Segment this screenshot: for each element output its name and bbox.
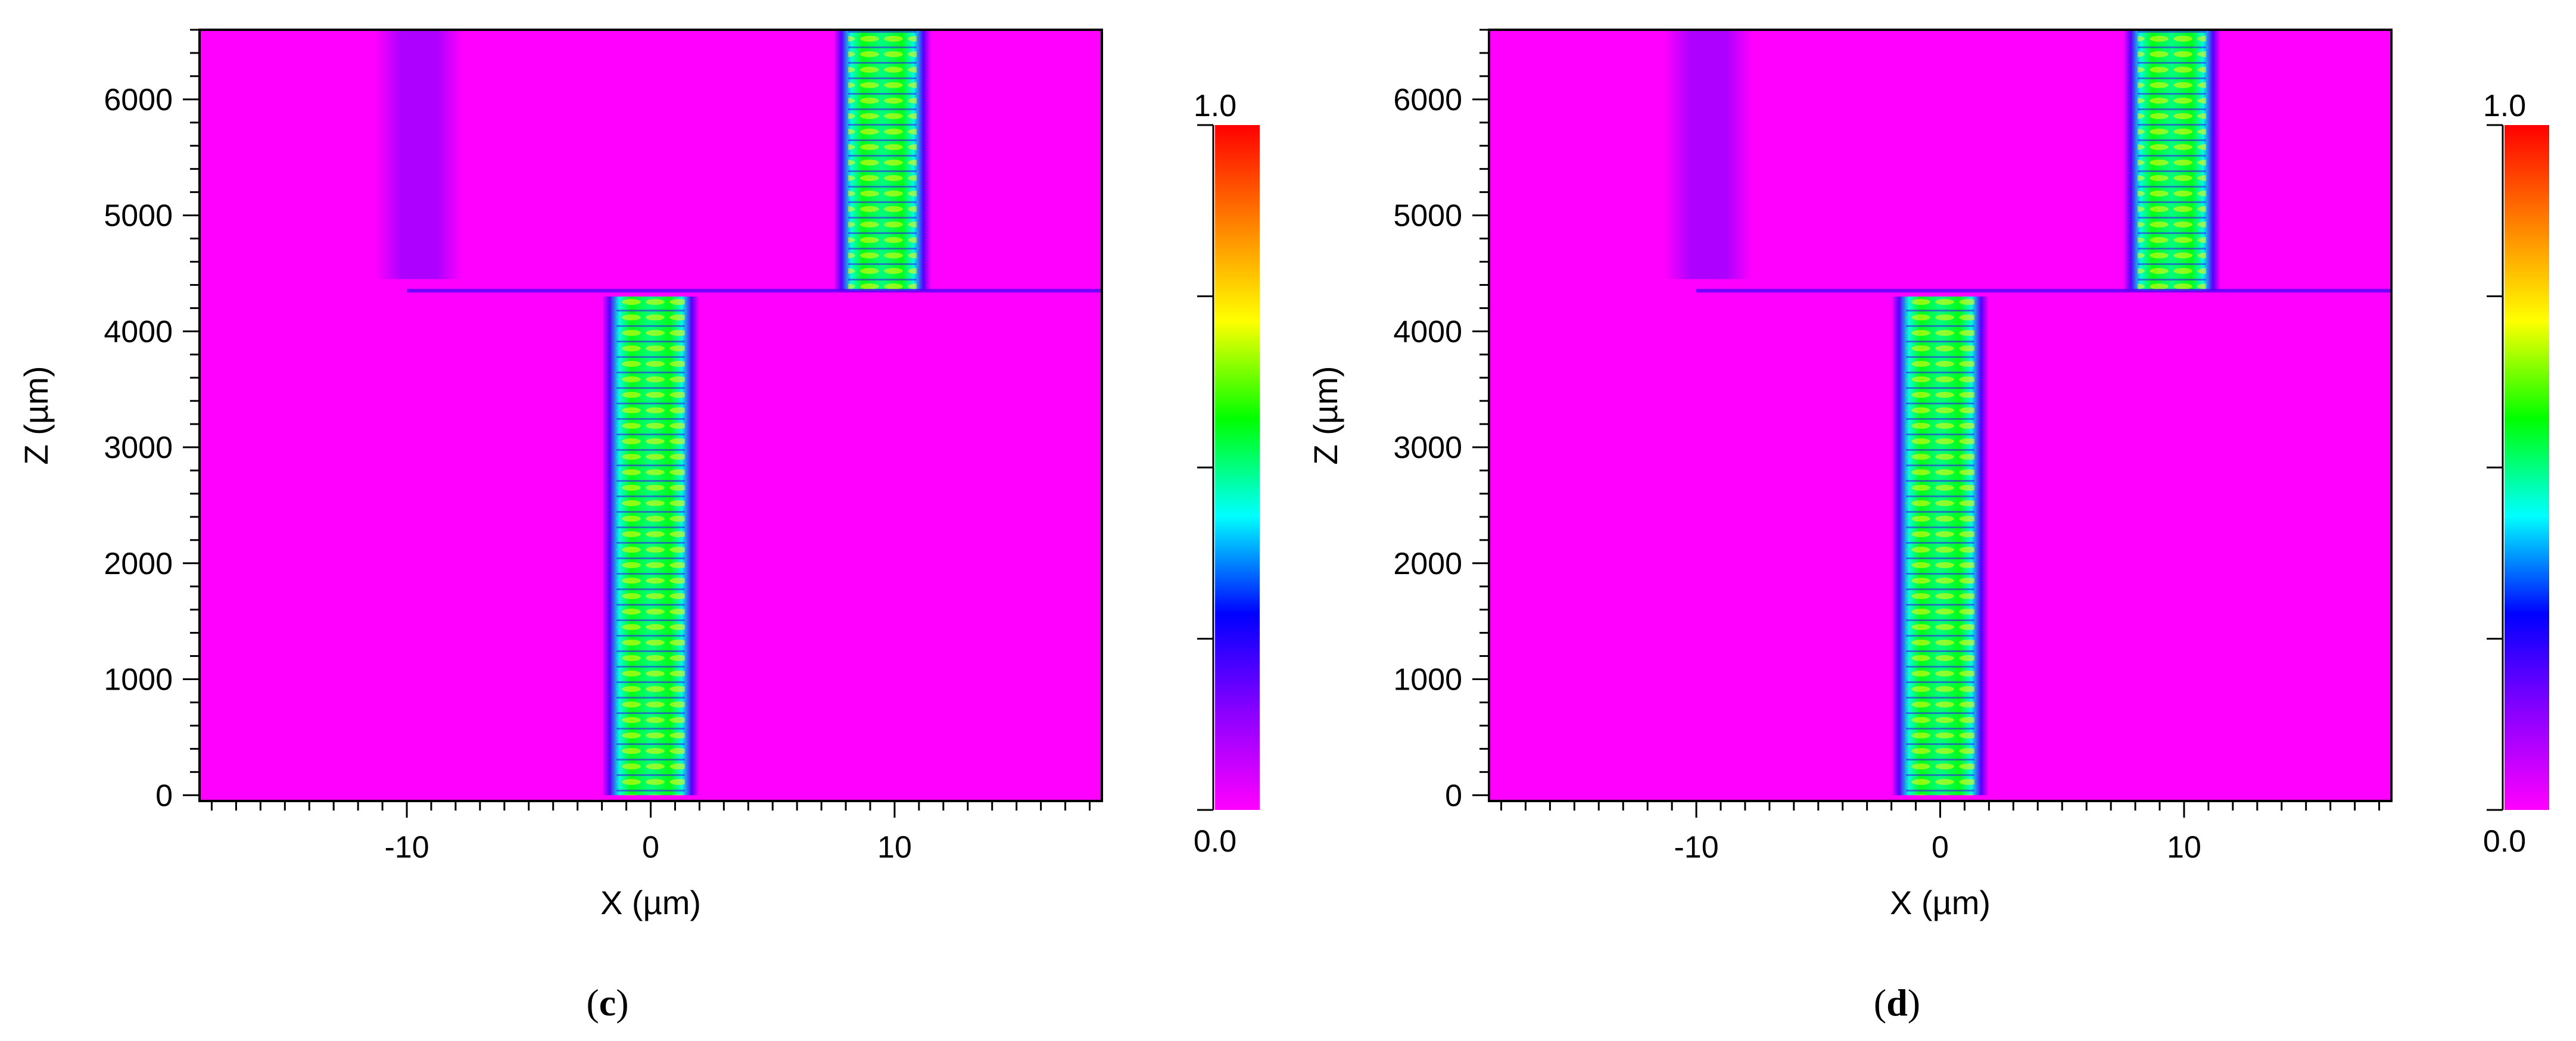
y-tick-label: 2000 xyxy=(1393,547,1462,581)
output-waveguide-beam-ripple xyxy=(2138,30,2206,291)
x-tick-label: -10 xyxy=(384,830,429,865)
x-axis-label: X (µm) xyxy=(1890,884,1991,921)
colorbar xyxy=(1215,125,1260,810)
y-tick-label: 4000 xyxy=(104,314,173,349)
x-tick-label: -10 xyxy=(1674,830,1718,865)
y-tick-label: 0 xyxy=(155,778,173,813)
y-tick-label: 1000 xyxy=(1393,663,1462,697)
y-tick-label: 1000 xyxy=(104,663,173,697)
y-tick-label: 0 xyxy=(1445,778,1462,813)
colorbar xyxy=(2505,125,2549,810)
colorbar-max-label: 1.0 xyxy=(2483,89,2526,123)
y-tick-label: 3000 xyxy=(1393,431,1462,465)
x-tick-label: 10 xyxy=(877,830,912,865)
y-tick-label: 6000 xyxy=(1393,83,1462,117)
y-tick-label: 3000 xyxy=(104,431,173,465)
y-tick-label: 6000 xyxy=(104,83,173,117)
colorbar-min-label: 0.0 xyxy=(1194,824,1236,859)
y-tick-label: 2000 xyxy=(104,547,173,581)
colorbar-min-label: 0.0 xyxy=(2483,824,2526,859)
y-tick-label: 5000 xyxy=(104,199,173,233)
output-waveguide-beam-ripple xyxy=(848,30,917,291)
x-tick-label: 0 xyxy=(642,830,659,865)
y-tick-label: 4000 xyxy=(1393,314,1462,349)
heatmap-chart-d: -10 0 10 0 1000 2000 3000 4000 5000 6000 X (µm) Z (… xyxy=(1307,29,2549,1024)
panel-d: -10 0 10 0 1000 2000 3000 4000 5000 6000 X (µm) Z (… xyxy=(1289,0,2576,1041)
y-axis-label: Z (µm) xyxy=(17,366,55,465)
panel-label: (c) xyxy=(586,981,628,1024)
y-axis-label: Z (µm) xyxy=(1307,366,1344,465)
y-tick-label: 5000 xyxy=(1393,199,1462,233)
x-axis-label: X (µm) xyxy=(600,884,701,921)
x-tick-label: 0 xyxy=(1932,830,1949,865)
x-tick-label: 10 xyxy=(2167,830,2201,865)
input-waveguide-beam-ripple xyxy=(616,296,685,796)
heatmap-chart-c: -10 0 10 0 1000 2000 3000 4000 5000 6000 X (µm) Z (… xyxy=(17,29,1260,1024)
panel-label: (d) xyxy=(1874,981,1920,1024)
input-waveguide-beam-ripple xyxy=(1906,296,1974,796)
faint-side-beam xyxy=(1664,30,1753,279)
panel-c: -10 0 10 0 1000 2000 3000 4000 5000 6000 X (µm) Z (… xyxy=(0,0,1287,1041)
colorbar-max-label: 1.0 xyxy=(1194,89,1236,123)
faint-side-beam xyxy=(375,30,463,279)
